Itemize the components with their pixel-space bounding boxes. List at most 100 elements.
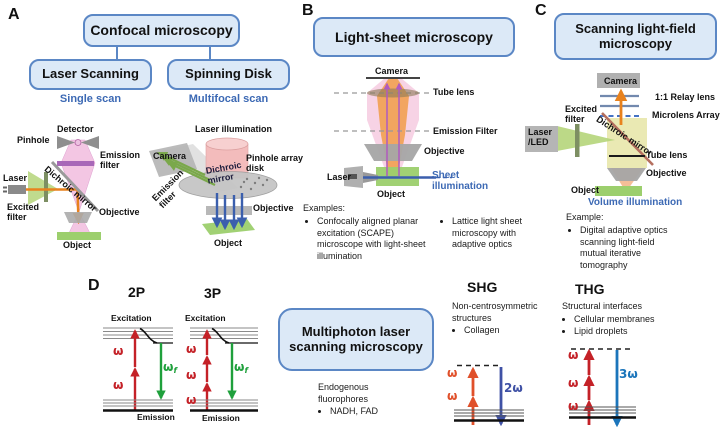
objective-label-2: Objective bbox=[253, 203, 294, 213]
thg-title: THG bbox=[575, 281, 605, 297]
pinhole-left-wedge bbox=[57, 136, 75, 149]
shg-desc: Non-centrosymmetric structures bbox=[452, 301, 538, 323]
example-list-1: Confocally aligned planar excitation (SC… bbox=[305, 215, 431, 264]
two-photon-title: 2P bbox=[128, 284, 146, 300]
light-field-box-label: Scanning light-field microscopy bbox=[575, 20, 696, 51]
p2-omega-2: ω bbox=[113, 378, 124, 392]
object-shape bbox=[202, 219, 255, 235]
p3-omega-1: ω bbox=[186, 342, 197, 356]
thg-item-1: Cellular membranes bbox=[574, 314, 674, 326]
connector-right bbox=[209, 47, 211, 59]
multiphoton-box-label: Multiphoton laser scanning microscopy bbox=[289, 323, 423, 354]
example-item-c: Digital adaptive optics scanning light-f… bbox=[580, 225, 684, 272]
object-bar bbox=[57, 232, 101, 240]
p2-emission-label: Emission bbox=[137, 412, 175, 422]
examples-title: Examples: bbox=[303, 203, 346, 213]
pinhole-disk bbox=[178, 171, 278, 199]
thg-desc-block: Structural interfaces Cellular membranes… bbox=[562, 301, 674, 339]
confocal-microscopy-box: Confocal microscopy bbox=[83, 14, 240, 47]
camera-label-b: Camera bbox=[375, 66, 409, 76]
laser-body bbox=[8, 185, 26, 194]
pinhole-array-disk-label: Pinhole array disk bbox=[246, 153, 304, 174]
connector-left bbox=[116, 47, 118, 59]
volume-illumination-label: Volume illumination bbox=[588, 197, 683, 208]
thg-output-label: 3ω bbox=[619, 367, 638, 381]
excited-filter-bar-c bbox=[575, 124, 580, 157]
shg-title: SHG bbox=[467, 279, 498, 295]
p2-upper-levels bbox=[103, 327, 173, 339]
light-sheet-box: Light-sheet microscopy bbox=[313, 17, 515, 57]
tube-lens-shape bbox=[367, 88, 419, 98]
tube-lens-label-c: Tube lens bbox=[646, 150, 688, 160]
laser-label: Laser bbox=[3, 173, 28, 183]
excited-filter-label-c: Excited filter bbox=[565, 104, 598, 125]
laser-cylinder-top bbox=[205, 137, 249, 151]
multifocal-scan-label: Multifocal scan bbox=[188, 93, 269, 105]
object-label-c: Object bbox=[571, 185, 600, 195]
shg-thg-diagrams bbox=[454, 348, 636, 428]
excited-filter-label: Excited filter bbox=[7, 202, 40, 223]
objective-bar bbox=[206, 206, 252, 215]
tube-lens-label-b: Tube lens bbox=[433, 87, 475, 97]
example-item-1: Confocally aligned planar excitation (SC… bbox=[317, 216, 431, 263]
p2-omega-f: ωf bbox=[163, 360, 177, 375]
emission-ray-3 bbox=[167, 161, 216, 186]
example-list-2: Lattice light sheet microscopy with adap… bbox=[440, 215, 526, 252]
laser-scanning-diagram bbox=[3, 136, 101, 240]
multiphoton-box: Multiphoton laser scanning microscopy bbox=[278, 308, 434, 371]
example-item-2: Lattice light sheet microscopy with adap… bbox=[452, 216, 526, 251]
emission-filter-bar bbox=[57, 161, 94, 166]
laser-led-box bbox=[525, 126, 558, 152]
example-title-c: Example: bbox=[566, 212, 604, 222]
light-field-box: Scanning light-field microscopy bbox=[554, 13, 717, 60]
p3-omega-f: ωf bbox=[234, 360, 248, 375]
single-scan-label: Single scan bbox=[59, 93, 122, 105]
spinning-disk-diagram bbox=[149, 137, 278, 235]
thg-desc: Structural interfaces bbox=[562, 301, 643, 311]
detector-label: Detector bbox=[57, 124, 94, 134]
p3-omega-2: ω bbox=[186, 368, 197, 382]
relay-lens-label: 1:1 Relay lens bbox=[655, 92, 716, 102]
objective-shape-b bbox=[364, 144, 422, 161]
thg-omega-1: ω bbox=[568, 348, 579, 362]
camera-label: Camera bbox=[153, 151, 187, 161]
object-bar-c bbox=[595, 186, 642, 196]
excited-filter-bar bbox=[44, 172, 48, 202]
laser-scanning-box: Laser Scanning bbox=[29, 59, 152, 90]
laser-led-label: Laser /LED bbox=[528, 127, 553, 148]
example-list-c: Digital adaptive optics scanning light-f… bbox=[568, 224, 684, 273]
sheet-illumination-label: Sheet illumination bbox=[432, 170, 489, 193]
objective-shape-c bbox=[607, 168, 646, 181]
spinning-disk-box: Spinning Disk bbox=[167, 59, 290, 90]
p3-lower-levels bbox=[190, 399, 258, 407]
objective-label: Objective bbox=[99, 207, 140, 217]
three-photon-title: 3P bbox=[204, 285, 222, 301]
panel-c-label: C bbox=[535, 2, 547, 19]
shg-item: Collagen bbox=[464, 325, 548, 337]
jablonski-diagrams bbox=[103, 327, 258, 412]
emission-ray-2 bbox=[162, 156, 211, 181]
object-label-2: Object bbox=[214, 238, 243, 248]
dichroic-mirror-line bbox=[50, 160, 100, 213]
laser-illumination-label: Laser illumination bbox=[195, 124, 273, 134]
panel-d-label: D bbox=[88, 277, 100, 294]
panel-b-label: B bbox=[302, 2, 314, 19]
objective-shape bbox=[64, 212, 92, 223]
object-label-b: Object bbox=[377, 189, 406, 199]
emission-filter-label: Emission filter bbox=[100, 150, 141, 171]
camera-label-c: Camera bbox=[604, 76, 638, 86]
objective-label-c: Objective bbox=[646, 168, 687, 178]
pinhole-right-wedge bbox=[81, 136, 99, 149]
endogenous-block: Endogenous fluorophores NADH, FAD bbox=[318, 382, 386, 419]
laser-label-b: Laser bbox=[327, 172, 352, 182]
shg-output-label: 2ω bbox=[504, 381, 523, 395]
light-sheet-box-label: Light-sheet microscopy bbox=[335, 28, 493, 45]
laser-scanning-box-label: Laser Scanning bbox=[42, 66, 139, 82]
pinhole-dots bbox=[239, 176, 269, 191]
excitation-beam-shape bbox=[28, 171, 58, 205]
p3-emission-label: Emission bbox=[202, 413, 240, 423]
shg-omega-2: ω bbox=[447, 389, 458, 403]
p2-excitation-label: Excitation bbox=[111, 313, 152, 323]
pinhole-label: Pinhole bbox=[17, 135, 50, 145]
